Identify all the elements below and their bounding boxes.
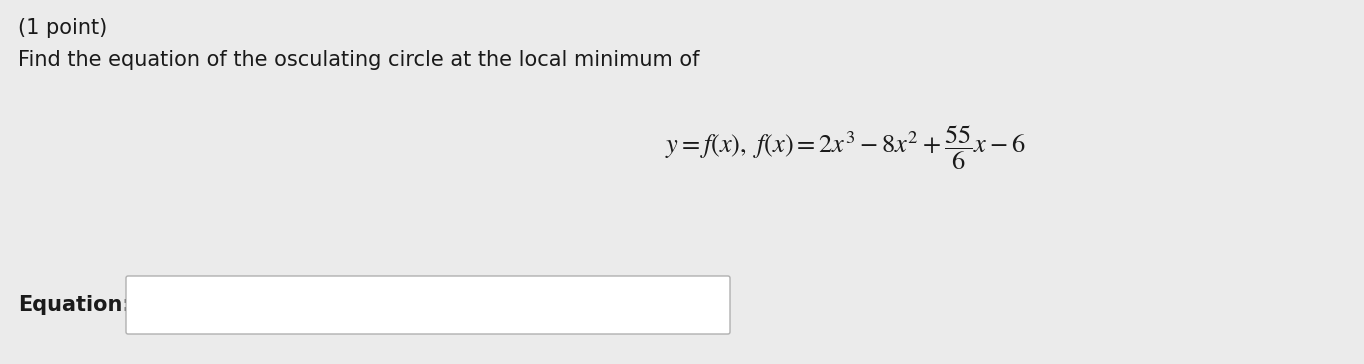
Text: $y = f(x),\ f(x) = 2x^3 - 8x^2 + \dfrac{55}{6}x - 6$: $y = f(x),\ f(x) = 2x^3 - 8x^2 + \dfrac{… — [666, 124, 1026, 172]
FancyBboxPatch shape — [125, 276, 730, 334]
Text: (1 point): (1 point) — [18, 18, 108, 38]
Text: Find the equation of the osculating circle at the local minimum of: Find the equation of the osculating circ… — [18, 50, 700, 70]
Text: Equation:: Equation: — [18, 295, 131, 315]
